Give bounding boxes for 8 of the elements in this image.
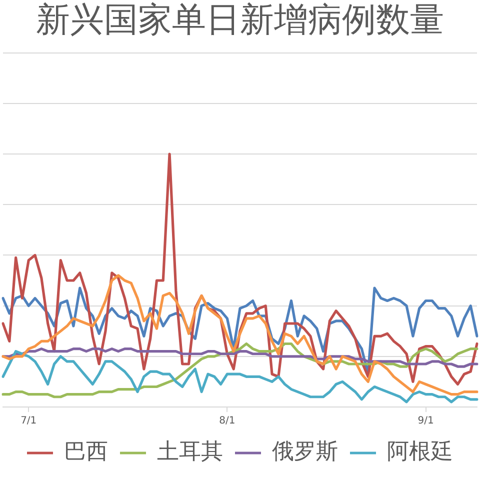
- chart-title: 新兴国家单日新增病例数量: [36, 0, 444, 40]
- legend-label: 俄罗斯: [272, 440, 338, 465]
- x-tick-label: 9/1: [418, 416, 434, 427]
- legend-label: 巴西: [64, 440, 108, 465]
- x-tick-label: 7/1: [20, 416, 37, 427]
- legend-label: 土耳其: [157, 440, 223, 465]
- legend-label: 阿根廷: [387, 440, 453, 465]
- x-tick-label: 8/1: [219, 416, 236, 427]
